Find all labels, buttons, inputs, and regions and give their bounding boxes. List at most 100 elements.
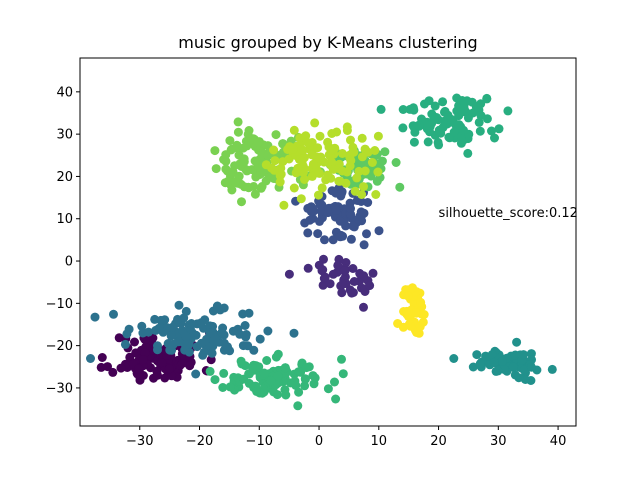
scatter-point-cluster-9	[337, 166, 347, 176]
scatter-point-cluster-9	[296, 194, 306, 204]
scatter-point-cluster-8	[261, 176, 271, 186]
scatter-point-cluster-8	[221, 150, 231, 160]
scatter-point-cluster-9	[308, 159, 318, 169]
scatter-point-cluster-5	[460, 107, 470, 117]
scatter-point-cluster-8	[244, 126, 254, 135]
scatter-point-cluster-9	[297, 145, 307, 155]
scatter-point-cluster-3	[217, 327, 227, 337]
scatter-point-cluster-9	[323, 170, 333, 180]
scatter-point-cluster-1	[325, 279, 335, 289]
scatter-point-cluster-1	[320, 272, 330, 282]
scatter-point-cluster-9	[310, 118, 320, 128]
scatter-point-cluster-2	[313, 229, 323, 239]
scatter-point-cluster-8	[242, 141, 252, 151]
scatter-point-cluster-5	[414, 120, 424, 130]
scatter-point-cluster-6	[323, 384, 333, 394]
scatter-point-cluster-3	[181, 331, 191, 341]
scatter-point-cluster-6	[248, 363, 258, 373]
scatter-point-cluster-6	[266, 376, 276, 386]
scatter-point-cluster-1	[347, 288, 357, 298]
scatter-point-cluster-3	[198, 350, 208, 360]
scatter-point-cluster-9	[315, 168, 324, 178]
y-tick-label: 10	[56, 212, 73, 227]
scatter-point-cluster-10	[406, 321, 416, 331]
y-tick-label: 0	[65, 255, 73, 270]
scatter-point-cluster-6	[273, 371, 283, 381]
scatter-point-cluster-3	[191, 369, 201, 379]
scatter-point-cluster-9	[317, 183, 327, 193]
scatter-point-cluster-4	[497, 356, 507, 366]
scatter-point-cluster-4	[489, 358, 499, 368]
scatter-point-cluster-5	[494, 124, 504, 134]
scatter-point-cluster-6	[331, 394, 341, 404]
scatter-point-cluster-5	[434, 125, 444, 135]
scatter-point-cluster-4	[493, 366, 503, 376]
scatter-point-cluster-5	[503, 106, 513, 116]
scatter-point-cluster-9	[284, 154, 294, 164]
scatter-point-cluster-5	[420, 99, 429, 109]
scatter-point-cluster-9	[270, 156, 280, 166]
scatter-point-cluster-3	[238, 341, 248, 351]
scatter-point-cluster-9	[279, 200, 289, 210]
scatter-point-cluster-0	[130, 337, 139, 347]
scatter-point-cluster-1	[349, 277, 359, 286]
scatter-point-cluster-6	[280, 363, 290, 373]
scatter-point-cluster-4	[519, 350, 528, 360]
x-tick-label: 40	[550, 434, 567, 449]
scatter-point-cluster-5	[398, 123, 408, 133]
scatter-point-cluster-0	[135, 373, 145, 383]
scatter-point-cluster-9	[302, 137, 312, 147]
scatter-point-cluster-3	[165, 345, 175, 355]
scatter-point-cluster-5	[444, 132, 454, 142]
scatter-point-cluster-5	[464, 129, 474, 139]
scatter-point-cluster-1	[303, 263, 313, 273]
scatter-point-cluster-9	[323, 137, 333, 147]
scatter-point-cluster-0	[157, 358, 167, 368]
y-tick-label: 40	[56, 85, 73, 100]
chart-title: music grouped by K-Means clustering	[178, 33, 478, 52]
scatter-point-cluster-1	[337, 288, 347, 298]
scatter-point-cluster-9	[373, 131, 383, 141]
scatter-point-cluster-4	[487, 350, 497, 360]
scatter-point-cluster-0	[140, 348, 150, 358]
scatter-point-cluster-10	[408, 283, 417, 293]
scatter-point-cluster-3	[154, 323, 164, 333]
x-tick-label: 10	[371, 434, 388, 449]
scatter-point-cluster-8	[223, 177, 233, 186]
scatter-point-cluster-9	[367, 158, 377, 167]
scatter-point-cluster-8	[210, 146, 220, 156]
scatter-point-cluster-1	[328, 269, 338, 279]
scatter-point-cluster-9	[373, 167, 383, 177]
scatter-point-cluster-8	[250, 189, 260, 199]
scatter-point-cluster-6	[272, 390, 282, 400]
scatter-point-cluster-2	[346, 204, 355, 214]
scatter-point-cluster-5	[482, 93, 492, 103]
scatter-point-cluster-6	[330, 377, 339, 387]
scatter-point-cluster-1	[359, 271, 369, 281]
scatter-point-cluster-5	[482, 114, 492, 124]
scatter-point-cluster-6	[210, 375, 220, 385]
scatter-point-cluster-2	[374, 226, 384, 236]
scatter-point-cluster-1	[359, 302, 368, 312]
scatter-point-cluster-2	[305, 215, 315, 225]
scatter-point-cluster-0	[167, 371, 177, 381]
scatter-point-cluster-9	[337, 149, 347, 158]
scatter-point-cluster-9	[275, 177, 285, 187]
scatter-point-cluster-5	[423, 137, 433, 147]
scatter-point-cluster-0	[134, 364, 144, 374]
scatter-point-cluster-1	[318, 280, 328, 290]
scatter-point-cluster-9	[350, 186, 360, 196]
scatter-point-cluster-8	[230, 161, 240, 171]
scatter-point-cluster-1	[284, 269, 294, 279]
scatter-point-cluster-1	[338, 279, 348, 289]
scatter-point-cluster-2	[359, 240, 369, 250]
scatter-point-cluster-2	[320, 235, 329, 245]
scatter-point-cluster-4	[526, 362, 536, 372]
scatter-point-cluster-5	[409, 137, 419, 147]
scatter-point-cluster-0	[108, 367, 118, 377]
scatter-point-cluster-9	[327, 129, 337, 138]
scatter-point-cluster-9	[300, 175, 309, 184]
scatter-point-cluster-8	[263, 151, 273, 161]
x-tick-label: −10	[246, 434, 273, 449]
scatter-point-cluster-5	[427, 119, 437, 128]
